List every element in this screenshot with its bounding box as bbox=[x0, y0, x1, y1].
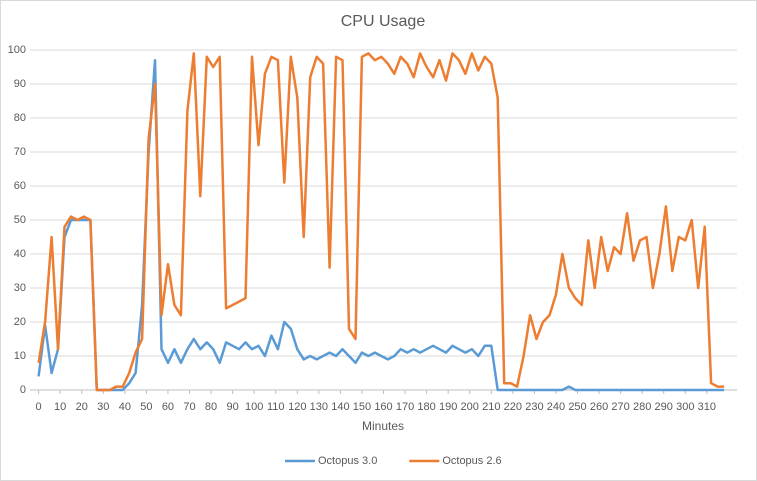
x-tick-label: 160 bbox=[374, 401, 392, 413]
x-tick-label: 20 bbox=[76, 401, 88, 413]
x-tick-label: 190 bbox=[439, 401, 457, 413]
x-tick-label: 70 bbox=[183, 401, 195, 413]
y-tick-label: 80 bbox=[14, 112, 26, 124]
chart-title: CPU Usage bbox=[341, 13, 426, 30]
x-tick-label: 140 bbox=[331, 401, 349, 413]
x-tick-label: 250 bbox=[568, 401, 586, 413]
x-tick-label: 200 bbox=[461, 401, 479, 413]
y-tick-label: 30 bbox=[14, 282, 26, 294]
x-tick-label: 120 bbox=[288, 401, 306, 413]
x-tick-label: 290 bbox=[655, 401, 673, 413]
y-tick-label: 70 bbox=[14, 146, 26, 158]
x-tick-label: 50 bbox=[140, 401, 152, 413]
y-tick-label: 60 bbox=[14, 180, 26, 192]
x-tick-label: 310 bbox=[698, 401, 716, 413]
x-tick-label: 230 bbox=[525, 401, 543, 413]
x-tick-label: 170 bbox=[396, 401, 414, 413]
x-tick-label: 40 bbox=[119, 401, 131, 413]
x-tick-label: 10 bbox=[54, 401, 66, 413]
series-line bbox=[37, 52, 725, 392]
x-tick-label: 80 bbox=[205, 401, 217, 413]
y-tick-label: 10 bbox=[14, 350, 26, 362]
x-tick-label: 100 bbox=[245, 401, 263, 413]
x-tick-label: 180 bbox=[417, 401, 435, 413]
series-line bbox=[37, 58, 725, 392]
x-tick-label: 110 bbox=[267, 401, 285, 413]
x-tick-label: 260 bbox=[590, 401, 608, 413]
y-tick-label: 100 bbox=[8, 44, 26, 56]
x-tick-label: 280 bbox=[633, 401, 651, 413]
x-tick-label: 90 bbox=[226, 401, 238, 413]
y-tick-label: 40 bbox=[14, 248, 26, 260]
x-tick-label: 240 bbox=[547, 401, 565, 413]
y-tick-label: 90 bbox=[14, 78, 26, 90]
y-tick-label: 20 bbox=[14, 316, 26, 328]
legend-label: Octopus 2.6 bbox=[442, 455, 501, 467]
x-tick-label: 270 bbox=[611, 401, 629, 413]
x-tick-label: 130 bbox=[310, 401, 328, 413]
x-tick-label: 30 bbox=[97, 401, 109, 413]
x-tick-label: 0 bbox=[36, 401, 42, 413]
x-tick-label: 300 bbox=[676, 401, 694, 413]
x-tick-label: 220 bbox=[504, 401, 522, 413]
legend-label: Octopus 3.0 bbox=[318, 455, 377, 467]
x-axis-title: Minutes bbox=[362, 419, 404, 433]
y-tick-label: 0 bbox=[20, 384, 26, 396]
x-tick-label: 150 bbox=[353, 401, 371, 413]
y-tick-label: 50 bbox=[14, 214, 26, 226]
x-tick-label: 210 bbox=[482, 401, 500, 413]
x-tick-label: 60 bbox=[162, 401, 174, 413]
